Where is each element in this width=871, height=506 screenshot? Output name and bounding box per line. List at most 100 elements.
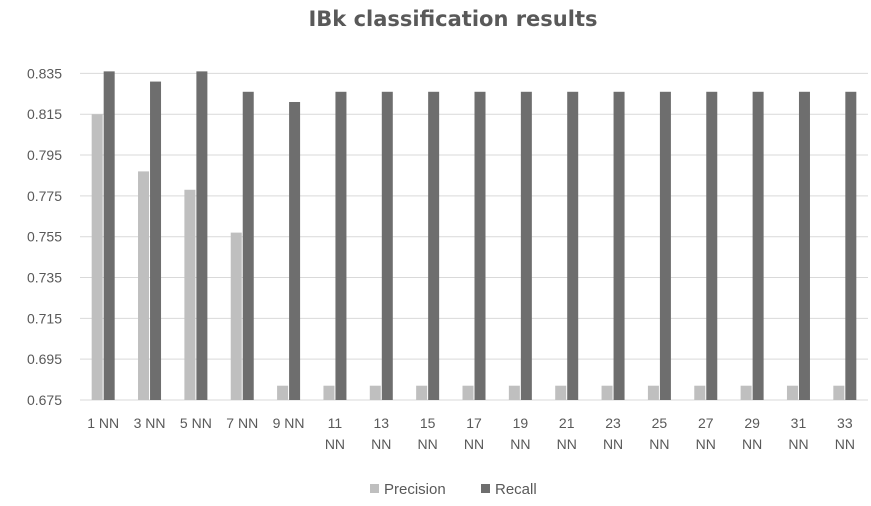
x-tick-label-line: NN <box>371 436 391 452</box>
bar-recall-5-nn <box>196 71 208 400</box>
bar-recall-33-nn <box>845 91 857 401</box>
x-tick-label-line: NN <box>696 436 716 452</box>
bar-recall-21-nn <box>567 91 579 401</box>
x-tick-label: 9 NN <box>273 415 305 431</box>
legend-swatch-precision <box>370 484 379 493</box>
x-tick-label: 19 NN <box>510 415 530 452</box>
x-tick-label-line: 21 <box>559 415 575 431</box>
bar-recall-17-nn <box>474 91 486 401</box>
bar-precision-9-nn <box>277 385 289 400</box>
bar-recall-3-nn <box>150 81 162 400</box>
x-tick-label-line: 19 <box>513 415 529 431</box>
bar-precision-17-nn <box>462 385 474 400</box>
x-tick-label-line: 27 <box>698 415 714 431</box>
x-tick-label-line: NN <box>742 436 762 452</box>
y-axis: 0.675 0.695 0.715 0.735 0.755 0.775 0.795 0.815… <box>27 65 62 408</box>
bar-precision-25-nn <box>647 385 659 400</box>
x-tick-label-line: NN <box>418 436 438 452</box>
bar-recall-23-nn <box>613 91 625 401</box>
x-tick-label: 29 NN <box>742 415 762 452</box>
x-tick-label-line: 25 <box>652 415 668 431</box>
x-tick-label-line: 9 NN <box>273 415 305 431</box>
legend-label-recall: Recall <box>495 481 537 498</box>
y-tick-label: 0.755 <box>27 229 62 245</box>
bar-precision-31-nn <box>786 385 798 400</box>
bar-precision-7-nn <box>230 232 242 400</box>
bar-recall-15-nn <box>428 91 440 401</box>
x-tick-label: 17 NN <box>464 415 484 452</box>
y-tick-label: 0.835 <box>27 65 62 81</box>
bar-precision-19-nn <box>508 385 520 400</box>
x-tick-label: 21 NN <box>557 415 577 452</box>
x-tick-label-line: 5 NN <box>180 415 212 431</box>
bar-precision-1-nn <box>91 114 103 400</box>
bar-precision-13-nn <box>369 385 381 400</box>
bars <box>91 71 857 401</box>
bar-precision-11-nn <box>323 385 335 400</box>
bar-recall-13-nn <box>381 91 393 401</box>
x-tick-label-line: NN <box>325 436 345 452</box>
x-tick-label-line: 31 <box>791 415 807 431</box>
x-tick-label: 23 NN <box>603 415 623 452</box>
bar-recall-27-nn <box>706 91 718 401</box>
y-tick-label: 0.795 <box>27 147 62 163</box>
chart-title: IBk classification results <box>308 7 597 31</box>
x-tick-label-line: NN <box>788 436 808 452</box>
bar-recall-7-nn <box>242 91 254 401</box>
bar-precision-15-nn <box>416 385 428 400</box>
x-tick-label-line: NN <box>835 436 855 452</box>
bar-precision-29-nn <box>740 385 752 400</box>
bar-recall-11-nn <box>335 91 347 401</box>
gridlines <box>80 72 868 401</box>
bar-recall-1-nn <box>103 71 115 400</box>
y-tick-label: 0.775 <box>27 188 62 204</box>
x-tick-label-line: 3 NN <box>134 415 166 431</box>
x-tick-label-line: 11 <box>328 415 343 431</box>
x-tick-label-line: NN <box>649 436 669 452</box>
x-tick-label: 31 NN <box>788 415 808 452</box>
bar-recall-29-nn <box>752 91 764 401</box>
x-tick-label-line: 17 <box>466 415 482 431</box>
y-tick-label: 0.675 <box>27 392 62 408</box>
bar-precision-33-nn <box>833 385 845 400</box>
x-tick-label-line: 33 <box>837 415 853 431</box>
x-tick-label-line: 1 NN <box>87 415 119 431</box>
y-tick-label: 0.735 <box>27 270 62 286</box>
x-tick-label: 11 NN <box>325 415 345 452</box>
x-tick-label: 25 NN <box>649 415 669 452</box>
bar-precision-3-nn <box>138 171 150 400</box>
x-tick-label-line: 23 <box>605 415 621 431</box>
x-tick-label-line: 29 <box>744 415 760 431</box>
y-tick-label: 0.815 <box>27 106 62 122</box>
y-tick-label: 0.695 <box>27 351 62 367</box>
x-axis: 1 NN 3 NN 5 NN 7 NN 9 NN 11 NN 13 NN 15 NN 17 NN 19 NN… <box>87 415 855 452</box>
bar-recall-9-nn <box>289 101 301 401</box>
x-tick-label-line: NN <box>510 436 530 452</box>
x-tick-label: 33 NN <box>835 415 855 452</box>
x-tick-label: 27 NN <box>696 415 716 452</box>
bar-recall-31-nn <box>798 91 810 401</box>
legend-label-precision: Precision <box>384 481 446 498</box>
bar-recall-19-nn <box>520 91 532 401</box>
bar-precision-5-nn <box>184 189 196 400</box>
x-tick-label-line: NN <box>603 436 623 452</box>
x-tick-label-line: 7 NN <box>226 415 258 431</box>
bar-precision-21-nn <box>555 385 567 400</box>
x-tick-label: 5 NN <box>180 415 212 431</box>
x-tick-label-line: 13 <box>374 415 390 431</box>
x-tick-label: 3 NN <box>134 415 166 431</box>
x-tick-label: 1 NN <box>87 415 119 431</box>
x-tick-label-line: NN <box>464 436 484 452</box>
legend: Precision Recall <box>370 481 537 498</box>
x-tick-label: 13 NN <box>371 415 391 452</box>
y-tick-label: 0.715 <box>27 310 62 326</box>
bar-recall-25-nn <box>659 91 671 401</box>
x-tick-label: 7 NN <box>226 415 258 431</box>
x-tick-label-line: NN <box>557 436 577 452</box>
legend-swatch-recall <box>481 484 490 493</box>
bar-precision-27-nn <box>694 385 706 400</box>
x-tick-label: 15 NN <box>418 415 438 452</box>
bar-precision-23-nn <box>601 385 613 400</box>
x-tick-label-line: 15 <box>420 415 436 431</box>
